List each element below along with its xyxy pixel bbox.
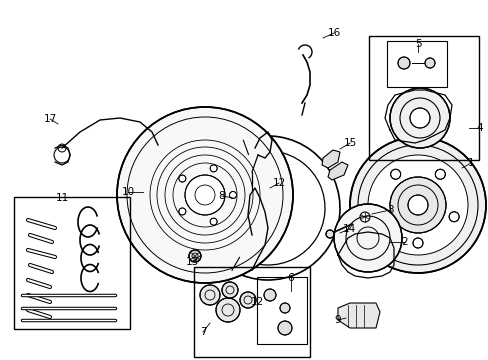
- Text: 9: 9: [334, 315, 341, 325]
- Circle shape: [389, 88, 449, 148]
- Text: 8: 8: [218, 191, 225, 201]
- Circle shape: [397, 57, 409, 69]
- Circle shape: [407, 195, 427, 215]
- Text: 1: 1: [467, 158, 473, 168]
- Circle shape: [325, 230, 333, 238]
- Text: 11: 11: [55, 193, 68, 203]
- Text: 10: 10: [121, 187, 134, 197]
- Text: 17: 17: [43, 114, 57, 124]
- Polygon shape: [337, 303, 379, 328]
- Text: 13: 13: [185, 257, 198, 267]
- Text: 3: 3: [386, 205, 392, 215]
- Circle shape: [424, 58, 434, 68]
- Circle shape: [184, 175, 224, 215]
- Circle shape: [179, 208, 185, 215]
- Circle shape: [200, 285, 220, 305]
- Circle shape: [189, 250, 201, 262]
- Circle shape: [412, 238, 422, 248]
- Circle shape: [434, 169, 445, 179]
- Circle shape: [240, 292, 256, 308]
- Text: 14: 14: [342, 224, 355, 234]
- Circle shape: [222, 282, 238, 298]
- Circle shape: [117, 107, 292, 283]
- Circle shape: [210, 218, 217, 225]
- Circle shape: [280, 303, 289, 313]
- Text: 12: 12: [272, 178, 285, 188]
- Circle shape: [179, 175, 185, 182]
- Text: 2: 2: [401, 237, 407, 247]
- Polygon shape: [321, 150, 339, 168]
- Text: 7: 7: [199, 327, 206, 337]
- Polygon shape: [327, 162, 347, 180]
- Bar: [386, 41, 446, 87]
- Circle shape: [389, 177, 445, 233]
- Text: 4: 4: [476, 123, 482, 133]
- Circle shape: [349, 137, 485, 273]
- Text: 12: 12: [250, 297, 263, 307]
- Circle shape: [409, 108, 429, 128]
- Circle shape: [229, 192, 236, 198]
- Text: 15: 15: [343, 138, 356, 148]
- Bar: [14, 197, 130, 329]
- Bar: [368, 36, 478, 160]
- Bar: [257, 277, 306, 344]
- Bar: [194, 267, 309, 357]
- Circle shape: [448, 212, 458, 222]
- Circle shape: [210, 165, 217, 172]
- Circle shape: [367, 155, 467, 255]
- Text: 16: 16: [326, 28, 340, 38]
- Circle shape: [264, 289, 275, 301]
- Circle shape: [216, 298, 240, 322]
- Circle shape: [333, 204, 401, 272]
- Circle shape: [390, 169, 400, 179]
- Text: 5: 5: [414, 39, 421, 49]
- Circle shape: [376, 212, 386, 222]
- Circle shape: [278, 321, 291, 335]
- Text: 6: 6: [287, 273, 294, 283]
